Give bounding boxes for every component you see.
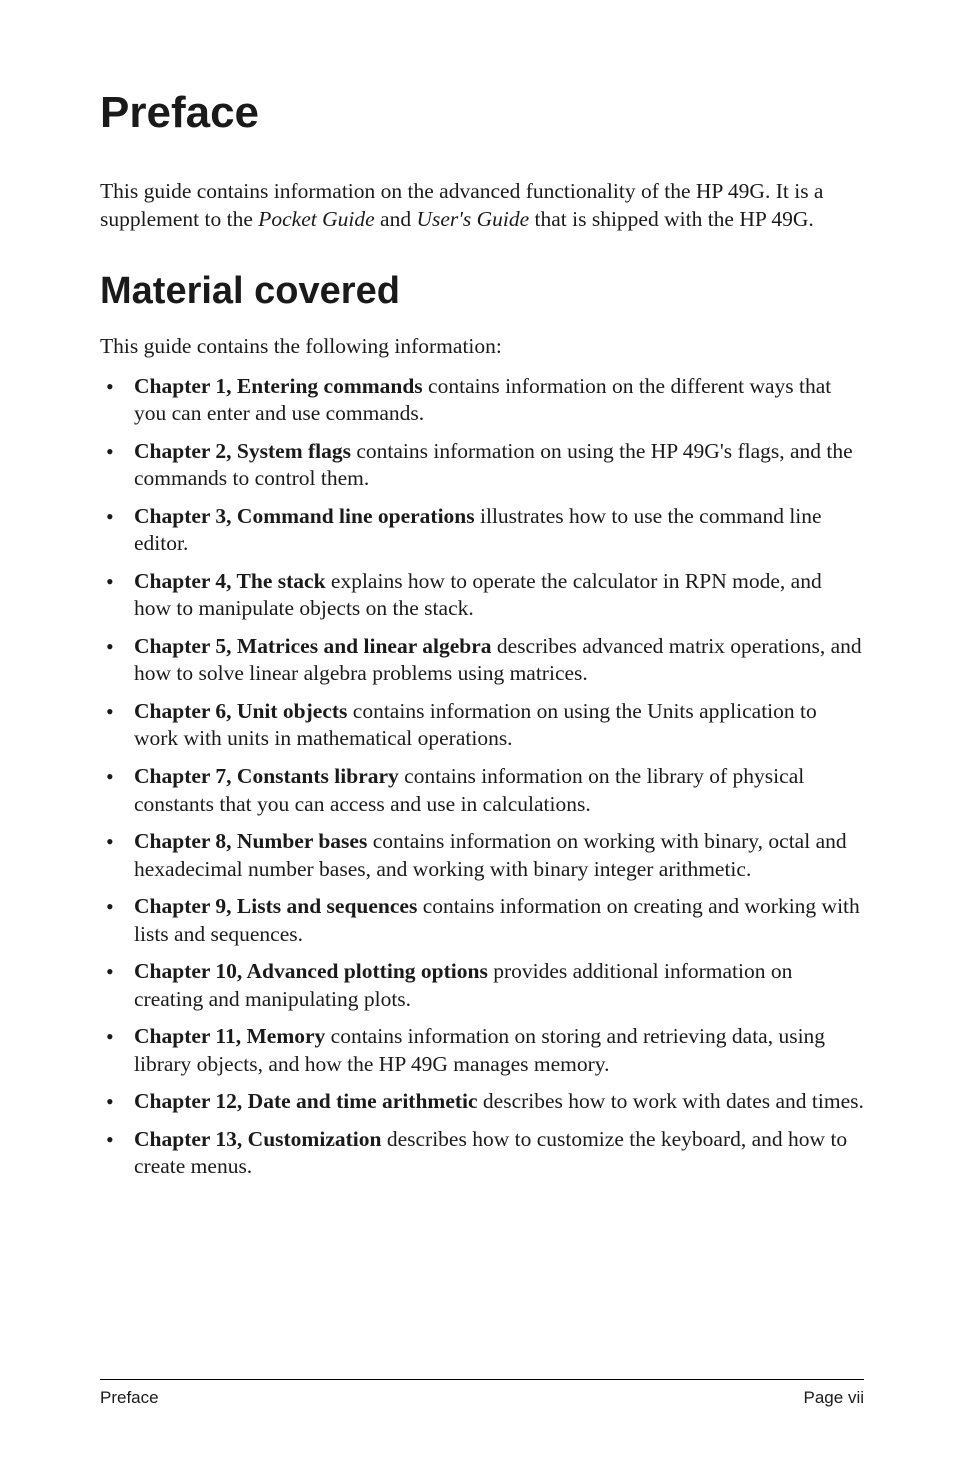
list-item: Chapter 7, Constants library contains in… xyxy=(100,763,864,818)
page-title: Preface xyxy=(100,88,864,138)
list-item: Chapter 6, Unit objects contains informa… xyxy=(100,698,864,753)
chapter-label: Chapter 2, System flags xyxy=(134,439,351,463)
intro-paragraph: This guide contains information on the a… xyxy=(100,178,864,234)
page-footer: Preface Page vii xyxy=(100,1379,864,1408)
chapter-label: Chapter 8, Number bases xyxy=(134,829,367,853)
chapter-desc: describes how to work with dates and tim… xyxy=(478,1089,864,1113)
intro-italic-1: Pocket Guide xyxy=(258,207,374,231)
chapter-label: Chapter 4, The stack xyxy=(134,569,326,593)
list-item: Chapter 12, Date and time arithmetic des… xyxy=(100,1088,864,1116)
list-item: Chapter 11, Memory contains information … xyxy=(100,1023,864,1078)
chapter-label: Chapter 13, Customization xyxy=(134,1127,381,1151)
chapter-label: Chapter 10, Advanced plotting options xyxy=(134,959,488,983)
intro-text-3: that is shipped with the HP 49G. xyxy=(529,207,814,231)
list-item: Chapter 5, Matrices and linear algebra d… xyxy=(100,633,864,688)
footer-row: Preface Page vii xyxy=(100,1388,864,1408)
chapter-label: Chapter 3, Command line operations xyxy=(134,504,475,528)
list-item: Chapter 9, Lists and sequences contains … xyxy=(100,893,864,948)
footer-left: Preface xyxy=(100,1388,159,1408)
footer-divider xyxy=(100,1379,864,1380)
section-heading: Material covered xyxy=(100,270,864,313)
footer-right: Page vii xyxy=(804,1388,864,1408)
chapter-label: Chapter 12, Date and time arithmetic xyxy=(134,1089,478,1113)
chapter-label: Chapter 5, Matrices and linear algebra xyxy=(134,634,492,658)
chapter-label: Chapter 7, Constants library xyxy=(134,764,399,788)
list-item: Chapter 8, Number bases contains informa… xyxy=(100,828,864,883)
chapter-label: Chapter 9, Lists and sequences xyxy=(134,894,417,918)
intro-text-2: and xyxy=(375,207,417,231)
list-item: Chapter 1, Entering commands contains in… xyxy=(100,373,864,428)
document-page: Preface This guide contains information … xyxy=(0,0,954,1251)
list-item: Chapter 4, The stack explains how to ope… xyxy=(100,568,864,623)
list-item: Chapter 3, Command line operations illus… xyxy=(100,503,864,558)
section-intro: This guide contains the following inform… xyxy=(100,333,864,361)
chapter-list: Chapter 1, Entering commands contains in… xyxy=(100,373,864,1181)
list-item: Chapter 13, Customization describes how … xyxy=(100,1126,864,1181)
list-item: Chapter 2, System flags contains informa… xyxy=(100,438,864,493)
chapter-label: Chapter 6, Unit objects xyxy=(134,699,347,723)
list-item: Chapter 10, Advanced plotting options pr… xyxy=(100,958,864,1013)
chapter-label: Chapter 11, Memory xyxy=(134,1024,325,1048)
intro-italic-2: User's Guide xyxy=(416,207,529,231)
chapter-label: Chapter 1, Entering commands xyxy=(134,374,423,398)
